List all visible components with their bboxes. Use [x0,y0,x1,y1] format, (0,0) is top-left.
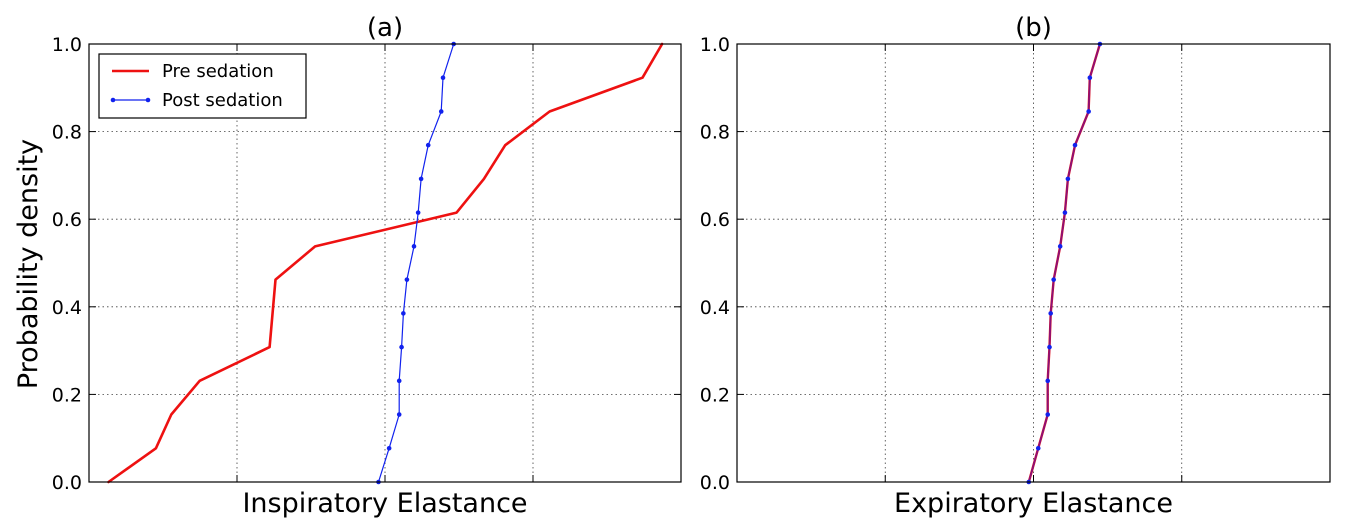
y-tick-label: 0.6 [52,209,82,231]
panel-title: (a) [367,13,403,43]
y-tick-label: 0.2 [700,384,730,406]
series-pre-sedation [107,42,664,484]
data-point [1072,142,1078,148]
legend: Pre sedation Post sedation [98,53,307,119]
legend-label: Post sedation [162,90,283,111]
x-axis-label: Expiratory Elastance [894,488,1173,519]
data-point [1045,378,1051,384]
y-axis-label: Probability density [13,139,44,389]
data-point [404,277,410,282]
data-point [440,75,446,81]
data-point [1065,176,1071,182]
series-line [1027,43,1101,483]
data-point [1051,277,1056,282]
x-axis-label: Inspiratory Elastance [242,488,527,519]
data-point [1048,311,1053,316]
panel-b: 0.0 0.2 0.4 0.6 0.8 1.0 (b) Expiratory Elastanc… [700,13,1331,519]
data-point [1045,412,1051,417]
legend-label: Pre sedation [162,61,274,82]
series-line [107,42,664,484]
data-point [401,311,406,316]
series-post-sedation [376,41,456,485]
y-tick-label: 1.0 [52,34,82,56]
data-point [396,378,402,384]
data-point [396,412,402,417]
data-point [411,244,417,249]
y-tick-label: 0.4 [700,297,730,319]
data-point [415,210,421,215]
data-point [1047,344,1052,350]
data-point [386,445,392,451]
y-tick-label: 1.0 [700,34,730,56]
y-tick-label: 0.4 [52,297,82,319]
data-point [425,142,431,148]
y-tick-label: 0.8 [52,122,82,144]
y-tick-label: 0.0 [52,472,82,494]
y-tick-label: 0.2 [52,384,82,406]
legend-box [98,53,307,119]
y-tick-label: 0.8 [700,122,730,144]
data-point [1035,445,1041,451]
y-tick-label: 0.0 [700,472,730,494]
series-line [377,43,455,483]
y-tick-label: 0.6 [700,209,730,231]
data-point [438,109,444,114]
data-point [1057,244,1063,249]
legend-marker [145,97,151,103]
data-point [1086,109,1091,114]
axes-frame [88,43,682,483]
data-point [1062,210,1068,215]
panel-title: (b) [1015,13,1052,43]
series-post-sedation [1026,41,1103,485]
data-point [399,344,404,350]
panel-a: 0.0 0.2 0.4 0.6 0.8 1.0 (a) Inspiratory Elastan… [52,13,682,519]
axes-frame [736,43,1331,483]
data-point [418,176,424,182]
data-point [1087,75,1093,81]
legend-marker [110,97,116,103]
